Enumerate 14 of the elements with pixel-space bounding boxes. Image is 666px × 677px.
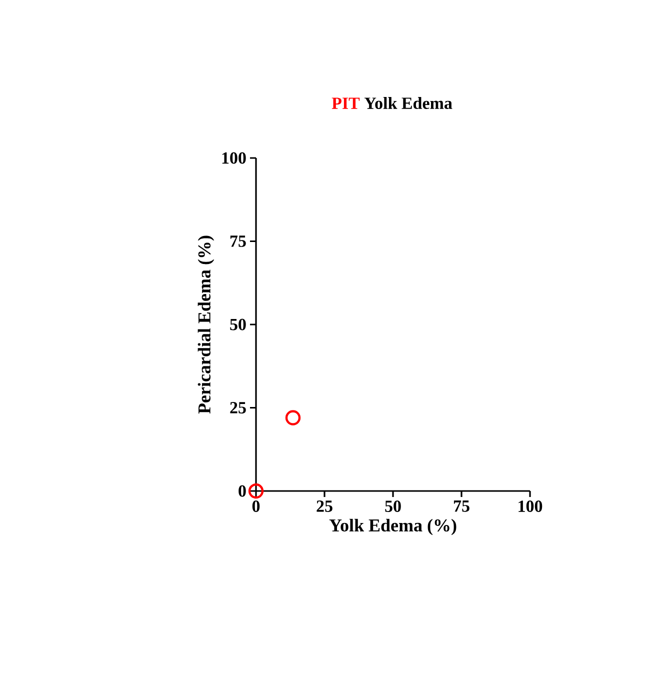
x-tick-label: 25 (316, 500, 332, 512)
x-tick-label: 75 (454, 500, 470, 512)
y-tick-label: 25 (230, 402, 246, 414)
x-tick-label: 50 (385, 500, 401, 512)
y-tick-label: 0 (238, 485, 246, 497)
y-axis-title: Pericardial Edema (%) (198, 236, 214, 414)
y-tick-label: 100 (222, 152, 246, 164)
y-tick-label: 50 (230, 318, 246, 330)
text: PIT (332, 98, 360, 109)
x-axis-title: Yolk Edema (%) (329, 518, 456, 536)
x-tick-label: 0 (252, 500, 260, 512)
x-tick-label: 100 (518, 500, 542, 512)
chart-title: Yolk Edema (364, 97, 452, 109)
y-tick-label: 75 (230, 236, 246, 247)
